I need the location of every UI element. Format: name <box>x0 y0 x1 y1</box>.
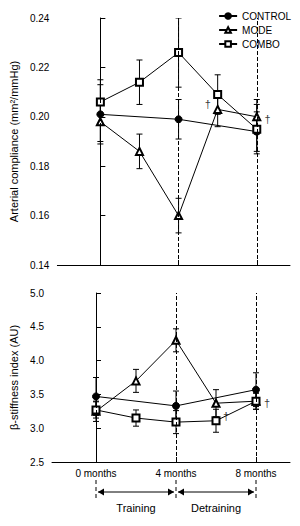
svg-text:Training: Training <box>116 502 155 514</box>
svg-text:3.0: 3.0 <box>30 423 44 434</box>
svg-text:3.5: 3.5 <box>30 389 44 400</box>
svg-text:COMBO: COMBO <box>242 39 280 50</box>
svg-text:Detraining: Detraining <box>191 502 241 514</box>
svg-text:0.24: 0.24 <box>30 13 50 24</box>
svg-text:4.5: 4.5 <box>30 321 44 332</box>
svg-text:5.0: 5.0 <box>30 288 44 299</box>
svg-text:0.14: 0.14 <box>30 260 50 271</box>
svg-text:MODE: MODE <box>242 24 273 36</box>
svg-text:0.22: 0.22 <box>30 62 50 73</box>
svg-text:†: † <box>264 397 270 409</box>
svg-text:4 months: 4 months <box>155 468 196 479</box>
svg-text:Arterial compliance (mm²/mmHg): Arterial compliance (mm²/mmHg) <box>8 61 20 222</box>
svg-text:†: † <box>223 410 229 422</box>
svg-text:0.16: 0.16 <box>30 210 50 221</box>
svg-text:β-stiffness index (AU): β-stiffness index (AU) <box>8 325 20 430</box>
svg-text:8 months: 8 months <box>235 468 276 479</box>
svg-text:4.0: 4.0 <box>30 355 44 366</box>
svg-text:†: † <box>205 98 211 110</box>
svg-text:†: † <box>264 113 270 125</box>
svg-text:2.5: 2.5 <box>30 457 44 468</box>
svg-text:CONTROL: CONTROL <box>242 11 291 22</box>
svg-text:0 months: 0 months <box>75 468 116 479</box>
svg-text:0.20: 0.20 <box>30 111 50 122</box>
svg-text:0.18: 0.18 <box>30 161 50 172</box>
